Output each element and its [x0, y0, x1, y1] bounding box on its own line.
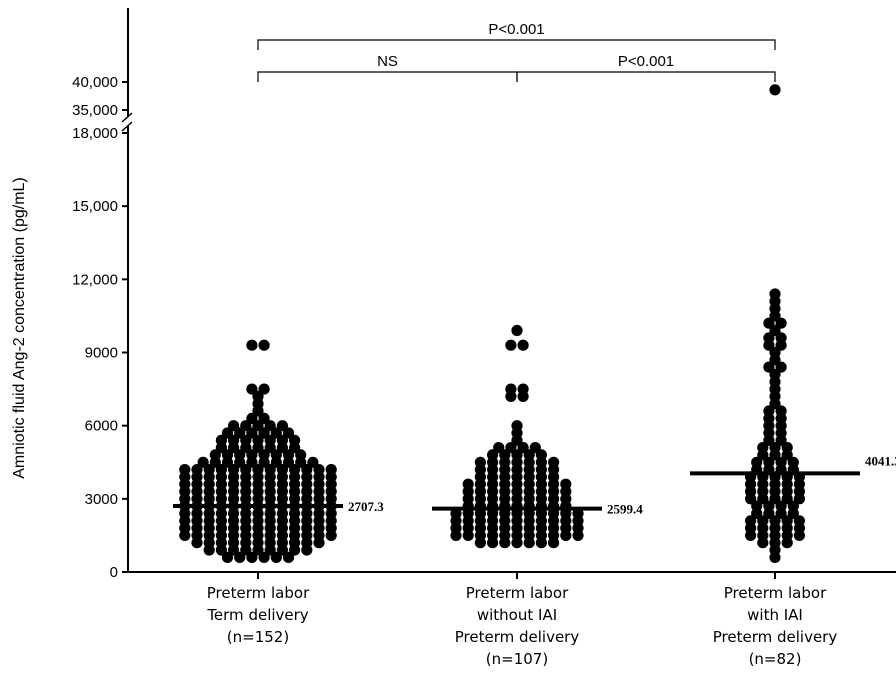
data-dot [234, 551, 246, 564]
x-category-label-line: Preterm labor [207, 584, 310, 602]
y-tick-label: 35,000 [72, 102, 118, 119]
data-dot [179, 464, 191, 476]
data-dot [258, 339, 270, 351]
data-dot [258, 551, 270, 564]
median-label: 2599.4 [607, 502, 643, 517]
data-dot [474, 456, 486, 468]
x-category-label-line: (n=107) [486, 650, 548, 668]
y-tick-label: 9000 [85, 345, 118, 362]
y-tick-label: 40,000 [72, 74, 118, 91]
data-dot [787, 456, 799, 468]
significance-label: P<0.001 [488, 21, 544, 38]
x-category-label-line: Preterm delivery [713, 628, 838, 646]
data-dot [548, 456, 560, 468]
data-dot [517, 339, 529, 351]
x-category-label: Preterm labor with IAI Preterm delivery (n=… [713, 584, 838, 668]
data-dot [775, 456, 787, 468]
x-category-label-line: without IAI [477, 606, 557, 624]
median-label: 2707.3 [348, 499, 384, 514]
data-dot [276, 420, 288, 432]
median-label: 4041.3 [865, 453, 896, 468]
significance-label: P<0.001 [618, 53, 674, 70]
data-dot [246, 383, 258, 395]
data-dot [769, 288, 781, 300]
y-tick-label: 15,000 [72, 198, 118, 215]
data-dot [763, 456, 775, 468]
data-dot [228, 420, 240, 432]
x-category-label-line: Preterm labor [724, 584, 827, 602]
data-dot [560, 478, 572, 490]
x-category-label-line: Preterm delivery [455, 628, 580, 646]
y-tick-label: 12,000 [72, 271, 118, 288]
data-dot [325, 464, 337, 476]
data-dot [282, 551, 295, 564]
significance-bracket [257, 71, 518, 82]
data-dot [763, 332, 775, 344]
data-dot-outlier [769, 84, 781, 96]
x-category-label-line: (n=82) [749, 650, 802, 668]
y-axis-title: Amniotic fluid Ang-2 concentration (pg/m… [11, 177, 28, 478]
data-dot [572, 507, 584, 520]
data-dot [511, 420, 523, 432]
significance-label: NS [377, 53, 398, 70]
data-dot [529, 442, 541, 454]
data-dot [462, 478, 474, 490]
axis-break-mark [121, 112, 133, 123]
significance-bracket [516, 71, 776, 82]
data-dot [505, 383, 517, 395]
axis-break-mark [121, 121, 133, 132]
data-dot [258, 383, 270, 395]
data-dot [450, 507, 462, 520]
data-dot [197, 456, 209, 468]
data-dot [270, 551, 282, 564]
y-tick-label: 6000 [85, 418, 118, 435]
data-dot [775, 332, 787, 344]
y-tick-label: 0 [110, 564, 118, 581]
data-dot [246, 339, 258, 351]
data-dot [258, 412, 270, 424]
data-dot [246, 412, 258, 424]
data-dot [511, 324, 523, 337]
x-category-label-line: (n=152) [227, 628, 289, 646]
data-dot [751, 456, 763, 468]
x-category-label: Preterm labor without IAI Preterm delivery… [455, 584, 580, 668]
data-dot [246, 551, 258, 564]
x-category-label-line: Term delivery [206, 606, 308, 624]
y-tick-label: 18,000 [72, 125, 118, 142]
data-dot [505, 339, 517, 351]
data-dot [307, 456, 319, 468]
x-category-label-line: with IAI [747, 606, 803, 624]
x-category-label-line: Preterm labor [466, 584, 569, 602]
x-category-label: Preterm labor Term delivery (n=152) [206, 584, 310, 646]
data-dot [517, 383, 529, 395]
data-dot [493, 442, 505, 454]
data-dot [221, 551, 234, 564]
significance-bracket [257, 39, 776, 50]
y-tick-label: 3000 [85, 491, 118, 508]
